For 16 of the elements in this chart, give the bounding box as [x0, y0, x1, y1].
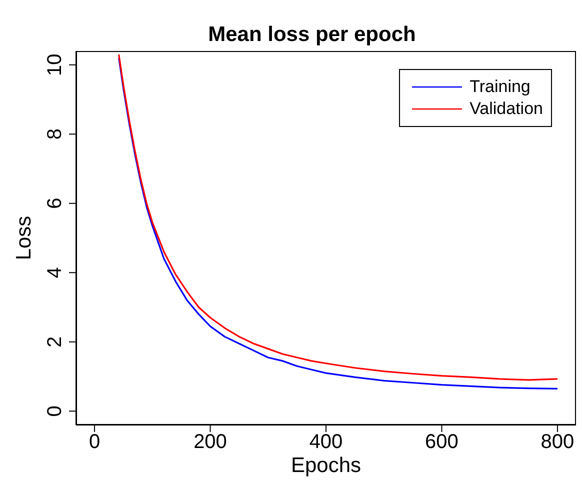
y-tick-label: 10	[44, 54, 66, 76]
y-tick-label: 8	[44, 128, 66, 140]
x-tick-label: 800	[540, 431, 574, 454]
x-tick-label: 600	[425, 431, 458, 454]
legend-label: Validation	[470, 98, 543, 120]
y-tick-label: 0	[44, 406, 66, 417]
y-tick-label: 6	[44, 198, 66, 209]
legend-label: Training	[470, 76, 530, 98]
x-tick-label: 200	[194, 431, 227, 454]
x-tick-label: 0	[88, 431, 100, 454]
y-tick-label: 4	[44, 267, 66, 278]
y-axis-title: Loss	[12, 216, 36, 260]
chart-title: Mean loss per epoch	[207, 22, 417, 48]
y-tick-label: 2	[44, 336, 66, 348]
x-axis-title: Epochs	[290, 454, 362, 477]
x-tick-label: 400	[309, 431, 343, 454]
